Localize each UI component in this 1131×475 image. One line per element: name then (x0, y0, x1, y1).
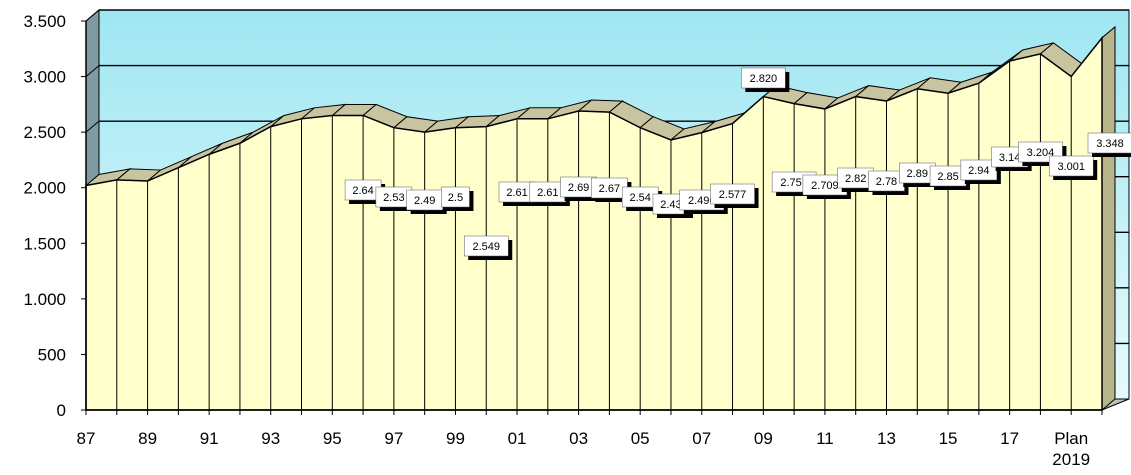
data-label: 3.001 (1048, 155, 1098, 180)
x-tick-label: 91 (200, 429, 219, 448)
area-end-cap (1101, 25, 1116, 412)
data-label-box (710, 183, 755, 205)
data-label-text: 2.89 (907, 168, 928, 180)
data-label-box (1048, 155, 1094, 177)
x-tick-label: 13 (877, 429, 896, 448)
x-tick-label: 01 (508, 429, 527, 448)
data-label-text: 2.549 (472, 241, 500, 253)
gridline-side (85, 120, 100, 133)
data-label: 2.820 (741, 67, 790, 92)
data-label-text: 2.820 (750, 73, 778, 85)
y-tick-label: 0 (57, 401, 66, 420)
axes (85, 21, 1102, 411)
data-label-text: 2.94 (968, 165, 989, 177)
gridline-side (85, 9, 100, 22)
x-tick-label: 07 (692, 429, 711, 448)
x-axis-ticks: 87 89 91 93 95 97 99 01 03 05 07 09 11 13 15 17 Plan 2019 (77, 410, 1103, 469)
x-tick-label: 95 (323, 429, 342, 448)
x-tick-label: 17 (1000, 429, 1019, 448)
x-tick-label: 03 (569, 429, 588, 448)
data-label-text: 2.82 (845, 173, 866, 185)
y-tick-label: 2.000 (23, 179, 66, 198)
data-label-text: 3.14 (999, 152, 1020, 164)
data-label: 2.78 (868, 170, 909, 195)
x-tick-label: 93 (261, 429, 280, 448)
y-tick-label: 3.500 (23, 12, 66, 31)
x-tick-label: Plan 2019 (1052, 429, 1090, 469)
data-label-box (463, 235, 509, 257)
y-tick-label: 1.000 (23, 290, 66, 309)
data-label: 2.549 (463, 235, 513, 260)
y-tick-label: 2.500 (23, 123, 66, 142)
x-tick-label: 11 (816, 429, 834, 448)
x-tick-label: 15 (939, 429, 958, 448)
data-label: 2.54 (621, 186, 663, 211)
x-tick-label: 89 (138, 429, 157, 448)
data-label-text: 3.001 (1057, 161, 1085, 173)
data-label-text: 2.43 (660, 199, 681, 211)
data-label-text: 2.577 (719, 189, 747, 201)
data-label-text: 2.64 (352, 185, 373, 197)
data-label-text: 2.757 (780, 177, 808, 189)
data-label: 2.94 (960, 159, 1001, 184)
x-tick-label: 97 (384, 429, 403, 448)
y-tick-label: 3.000 (23, 68, 66, 87)
x-tick-label: 05 (631, 429, 650, 448)
data-label-text: 2.5 (448, 192, 463, 204)
data-label-text: 2.61 (537, 187, 558, 199)
data-label: 2.577 (710, 183, 759, 208)
y-tick-label: 500 (38, 345, 66, 364)
x-tick-label: 09 (754, 429, 773, 448)
data-label-text: 2.53 (383, 192, 404, 204)
data-label-text: 2.78 (876, 176, 897, 188)
data-label-text: 3.204 (1027, 147, 1055, 159)
y-axis-ticks: 0 500 1.000 1.500 2.000 2.500 3.000 3.500 (23, 12, 86, 420)
data-labels: 2.64 2.53 2.49 2.5 2.549 2.61 2.61 2.69 2.67 2.54… (344, 67, 1131, 260)
data-label: 2.49 (406, 189, 447, 214)
area-series (84, 25, 1116, 412)
y-tick-label: 1.500 (23, 234, 66, 253)
data-label-text: 2.67 (599, 183, 620, 195)
data-label-text: 2.69 (568, 182, 589, 194)
data-label-text: 2.709 (811, 180, 839, 192)
data-label-box (1087, 132, 1131, 154)
data-label-text: 2.49 (414, 195, 435, 207)
data-label: 2.85 (929, 165, 971, 190)
data-label-text: 2.61 (506, 187, 527, 199)
gridline-side (85, 65, 100, 77)
data-label-text: 2.54 (629, 192, 650, 204)
data-label-text: 2.496 (688, 195, 716, 207)
data-label-text: 2.85 (937, 171, 958, 183)
x-tick-label: 99 (446, 429, 465, 448)
data-label-box (441, 186, 470, 208)
x-tick-label: 87 (77, 429, 96, 448)
data-label: 3.348 (1087, 132, 1131, 157)
data-label: 2.5 (441, 186, 474, 211)
data-label-box (741, 67, 786, 89)
data-label-text: 3.348 (1096, 138, 1124, 150)
